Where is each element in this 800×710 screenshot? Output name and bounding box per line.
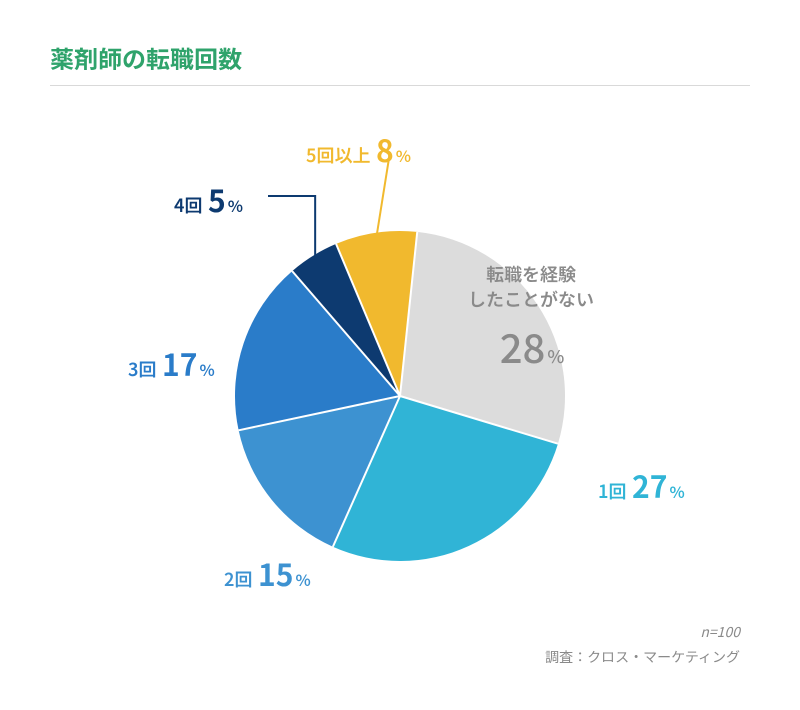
percent-unit: % xyxy=(199,357,214,381)
slice-label-value: 28 xyxy=(500,317,546,375)
slice-label-value: 5 xyxy=(208,177,226,221)
slice-label-name: 4回 xyxy=(174,192,202,218)
slice-label-name: 2回 xyxy=(224,566,252,592)
chart-card: 薬剤師の転職回数 転職を経験したことがない28%1回 27%2回 15%3回 1… xyxy=(0,0,800,710)
chart-title: 薬剤師の転職回数 xyxy=(50,40,750,86)
slice-label-value: 8 xyxy=(376,127,394,171)
slice-label-name: 1回 xyxy=(598,478,626,504)
chart-footer: n=100 調査：クロス・マーケティング xyxy=(545,620,740,670)
slice-label: 転職を経験したことがない28% xyxy=(468,262,594,374)
slice-label-name: 3回 xyxy=(128,356,156,382)
slice-label-value: 27 xyxy=(632,463,667,507)
percent-unit: % xyxy=(228,193,243,217)
slice-label-name: 転職を経験したことがない xyxy=(468,262,594,312)
percent-unit: % xyxy=(295,567,310,591)
sample-size: n=100 xyxy=(545,620,740,645)
percent-unit: % xyxy=(669,479,684,503)
percent-unit: % xyxy=(547,343,564,369)
leader-line xyxy=(268,196,315,259)
slice-label-value: 15 xyxy=(258,551,293,595)
slice-label: 2回 15% xyxy=(224,552,311,594)
slice-label: 1回 27% xyxy=(598,464,685,506)
slice-label: 5回以上 8% xyxy=(306,128,411,170)
slice-label: 4回 5% xyxy=(174,178,243,220)
slice-label: 3回 17% xyxy=(128,342,215,384)
source-credit: 調査：クロス・マーケティング xyxy=(545,645,740,670)
pie-chart-container: 転職を経験したことがない28%1回 27%2回 15%3回 17%4回 5%5回… xyxy=(50,96,750,616)
slice-label-value: 17 xyxy=(162,341,197,385)
percent-unit: % xyxy=(396,143,411,167)
slice-label-name: 5回以上 xyxy=(306,142,370,168)
